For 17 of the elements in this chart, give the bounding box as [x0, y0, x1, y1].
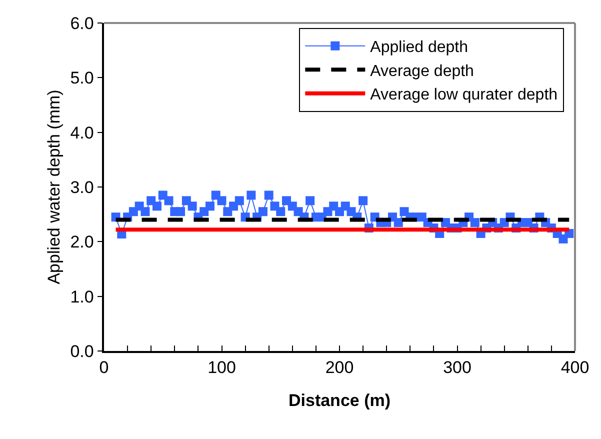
legend-label: Average depth — [370, 62, 474, 80]
y-tick-label: 0.0 — [70, 342, 94, 361]
y-tick-label: 2.0 — [70, 232, 94, 252]
x-axis-title: Distance (m) — [288, 391, 391, 410]
x-tick-label: 200 — [325, 358, 354, 378]
y-tick-label: 6.0 — [70, 14, 94, 33]
y-tick-label: 4.0 — [70, 123, 94, 142]
y-tick-label: 5.0 — [70, 68, 94, 88]
x-tick-label: 0 — [99, 358, 109, 378]
x-tick-label: 400 — [560, 358, 590, 378]
x-tick-label: 300 — [443, 358, 472, 378]
legend-label: Applied depth — [370, 39, 468, 56]
y-tick-label: 3.0 — [70, 178, 94, 197]
legend-label: Average low qurater depth — [370, 86, 558, 104]
y-axis-title: Applied water depth (mm) — [44, 90, 64, 284]
x-tick-label: 100 — [208, 358, 236, 378]
y-tick-label: 1.0 — [70, 287, 94, 306]
